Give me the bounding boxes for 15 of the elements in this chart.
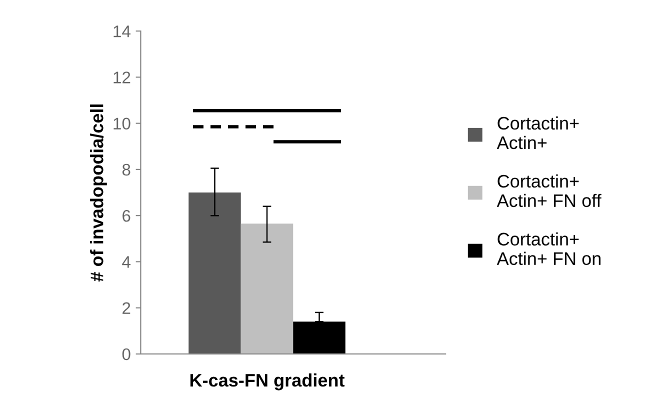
legend-label: Cortactin+ Actin+: [496, 116, 579, 150]
x-tick-label: K-cas-FN gradient: [190, 373, 345, 390]
y-tick-label: 4: [122, 256, 130, 268]
y-tick-label: 8: [122, 164, 130, 176]
y-axis-title: # of invadopodia/cell: [90, 104, 107, 282]
y-tick-label: 14: [114, 26, 130, 38]
y-tick-label: 12: [114, 72, 130, 84]
y-tick-label: 10: [114, 118, 130, 130]
legend-label: Cortactin+ Actin+ FN off: [496, 174, 602, 208]
y-tick-label: 6: [122, 210, 130, 222]
bar: [188, 192, 241, 354]
legend-label: Cortactin+ Actin+ FN on: [496, 232, 600, 266]
y-tick-label: 0: [122, 348, 130, 360]
y-tick-label: 2: [122, 302, 130, 314]
bar: [240, 224, 294, 354]
